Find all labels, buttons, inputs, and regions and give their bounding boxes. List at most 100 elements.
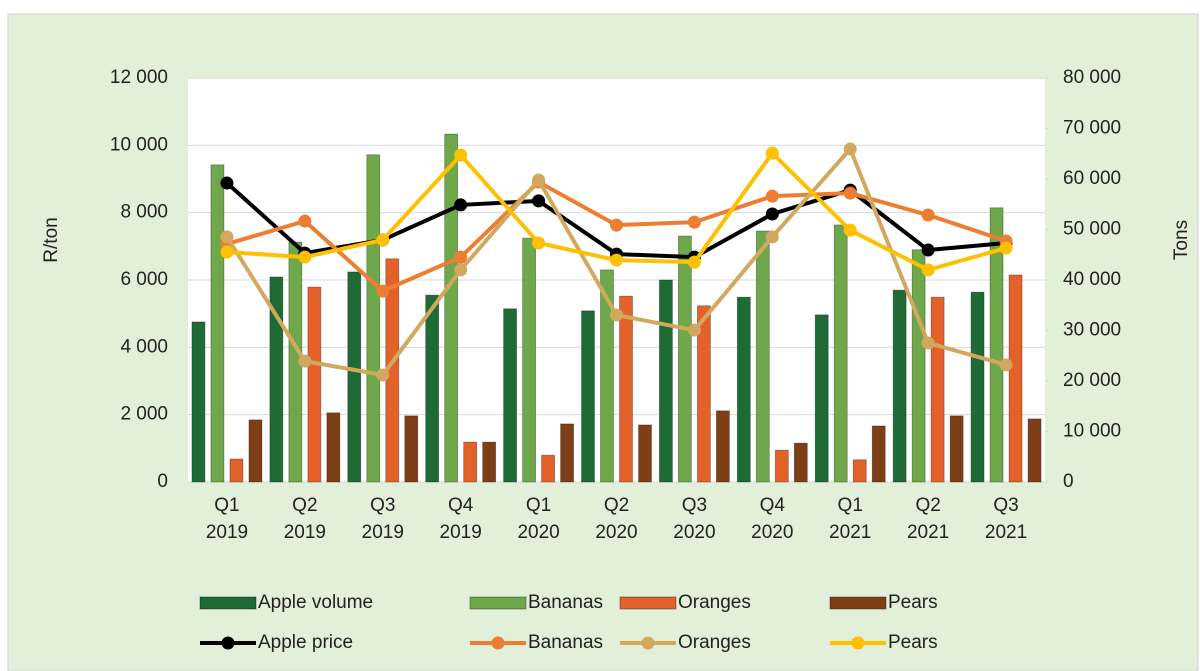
y2-axis-label: Tons	[1171, 220, 1192, 260]
x-tick-label: Q1 2020	[517, 495, 559, 543]
line-marker	[610, 308, 623, 322]
y2-tick-label: 50 000	[1063, 219, 1121, 240]
bar	[522, 237, 536, 483]
x-tick-label-line: 2020	[751, 522, 793, 543]
line-marker	[376, 233, 390, 247]
line-marker	[687, 255, 701, 269]
bar	[503, 308, 517, 483]
x-tick-label-line: 2021	[829, 522, 871, 543]
x-tick-label-line: 2021	[907, 522, 949, 543]
bar	[892, 289, 907, 483]
bar	[659, 279, 673, 483]
y-tick-label: 2 000	[120, 404, 168, 425]
legend-label: Pears	[888, 592, 938, 613]
x-tick-label-line: Q3	[993, 495, 1018, 516]
y2-tick-label: 60 000	[1063, 168, 1121, 189]
bar	[755, 230, 770, 483]
line-marker	[298, 214, 312, 228]
line-marker	[765, 189, 779, 203]
x-tick-label: Q4 2019	[440, 495, 482, 543]
legend-swatch	[829, 596, 887, 610]
legend-marker	[851, 636, 865, 650]
legend-label: Oranges	[678, 632, 751, 653]
x-tick-label-line: 2020	[673, 522, 715, 543]
x-tick-label-line: Q2	[292, 495, 317, 516]
bar	[210, 164, 225, 483]
line-marker	[921, 208, 935, 222]
line-marker	[765, 207, 779, 221]
x-tick-label: Q3 2019	[362, 495, 404, 543]
legend-label: Oranges	[678, 592, 751, 613]
line-marker	[843, 223, 857, 237]
x-tick-label: Q2 2020	[595, 495, 637, 543]
bar	[229, 458, 244, 483]
bar	[989, 207, 1004, 483]
y-tick-label: 6 000	[120, 269, 168, 290]
line-marker	[532, 194, 546, 208]
line-marker	[921, 336, 935, 350]
line-marker	[454, 198, 468, 212]
line-marker	[999, 358, 1013, 372]
bar	[541, 454, 555, 483]
bar	[911, 249, 926, 483]
y-tick-label: 0	[157, 471, 168, 492]
bar	[852, 459, 867, 483]
legend-swatch	[469, 596, 527, 610]
x-tick-label: Q4 2020	[751, 495, 793, 543]
bar	[269, 276, 284, 483]
bar	[600, 269, 614, 483]
bar	[949, 415, 964, 483]
bar	[678, 235, 692, 483]
line-marker	[843, 142, 857, 156]
line-marker	[220, 230, 234, 244]
x-tick-label-line: Q1	[838, 495, 863, 516]
x-tick-label-line: 2019	[206, 522, 248, 543]
x-tick-label-line: 2019	[440, 522, 482, 543]
legend-marker	[221, 636, 235, 650]
y-tick-label: 8 000	[120, 202, 168, 223]
bar	[482, 441, 497, 483]
bar	[619, 295, 633, 483]
legend-swatch	[199, 596, 257, 610]
legend-label: Apple volume	[258, 592, 373, 613]
bar	[425, 294, 440, 483]
bar	[463, 441, 478, 483]
bar	[716, 410, 730, 483]
bar	[793, 442, 808, 483]
y2-tick-label: 70 000	[1063, 118, 1121, 139]
x-tick-label: Q3 2020	[673, 495, 715, 543]
bar	[970, 291, 985, 483]
line-marker	[921, 263, 935, 277]
line-marker	[765, 230, 779, 244]
line-marker	[687, 323, 701, 337]
bar	[248, 419, 263, 483]
bar	[307, 286, 322, 483]
line-marker	[687, 215, 701, 229]
x-tick-label-line: 2020	[595, 522, 637, 543]
line-marker	[454, 263, 468, 277]
x-tick-label-line: Q3	[682, 495, 707, 516]
x-tick-label-line: 2019	[284, 522, 326, 543]
x-tick-label: Q3 2021	[985, 495, 1027, 543]
legend-label: Pears	[888, 632, 938, 653]
bar	[347, 271, 362, 483]
line-marker	[999, 241, 1013, 255]
line-marker	[532, 173, 546, 187]
bar	[638, 424, 652, 483]
line-marker	[376, 368, 390, 382]
bar	[930, 296, 945, 483]
bar	[366, 154, 381, 483]
bar	[326, 412, 341, 483]
x-tick-label-line: 2021	[985, 522, 1027, 543]
x-tick-label-line: 2019	[362, 522, 404, 543]
line-marker	[765, 146, 779, 160]
bar	[833, 224, 848, 483]
y2-tick-label: 40 000	[1063, 269, 1121, 290]
bar	[736, 296, 751, 483]
y-tick-label: 4 000	[120, 336, 168, 357]
bar	[814, 314, 829, 483]
x-tick-label-line: Q2	[915, 495, 940, 516]
y2-tick-label: 30 000	[1063, 320, 1121, 341]
bar	[1008, 274, 1023, 483]
